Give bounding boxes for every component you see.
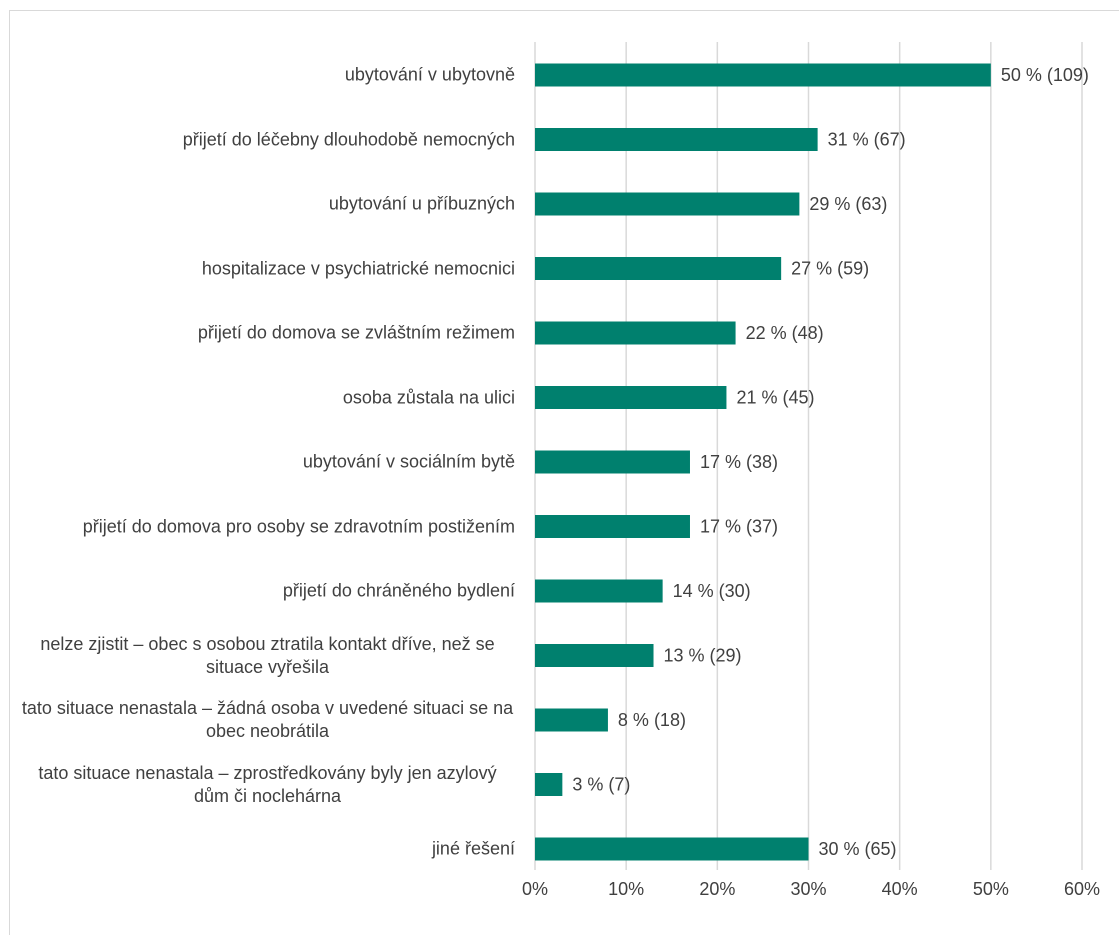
data-label: 29 % (63) (809, 194, 887, 214)
data-label: 27 % (59) (791, 258, 869, 278)
bar (535, 450, 690, 474)
data-label: 13 % (29) (664, 645, 742, 665)
category-text: přijetí do chráněného bydlení (282, 580, 515, 601)
y-tick-label: hospitalizace v psychiatrické nemocnici (20, 257, 515, 280)
bar (535, 515, 690, 538)
category-text: ubytování v ubytovně (344, 64, 515, 85)
y-tick-label: tato situace nenastala – žádná osoba v u… (20, 697, 515, 743)
data-label: 17 % (37) (700, 516, 778, 536)
bar (535, 128, 818, 151)
y-tick-label: přijetí do domova se zvláštním režimem (20, 322, 515, 345)
bar (535, 773, 563, 796)
category-text: přijetí do domova pro osoby se zdravotní… (82, 516, 515, 536)
chart-border (9, 10, 1119, 935)
y-tick-label: ubytování v sociálním bytě (20, 451, 515, 474)
x-tick-label: 0% (522, 879, 548, 899)
bar (535, 386, 727, 409)
y-tick-label: osoba zůstala na ulici (20, 386, 515, 409)
category-text: hospitalizace v psychiatrické nemocnici (201, 258, 515, 278)
data-label: 21 % (45) (736, 387, 814, 407)
category-text: tato situace nenastala – zprostředkovány… (38, 762, 497, 806)
x-tick-label: 20% (699, 879, 735, 899)
category-text: nelze zjistit – obec s osobou ztratila k… (40, 633, 495, 677)
data-label: 14 % (30) (673, 581, 751, 601)
data-label: 8 % (18) (618, 710, 686, 730)
bar (535, 257, 782, 280)
y-tick-label: přijetí do léčebny dlouhodobě nemocných (20, 128, 515, 151)
bar (535, 63, 991, 87)
y-tick-label: jiné řešení (20, 838, 515, 861)
data-label: 3 % (7) (572, 774, 630, 794)
bar (535, 321, 736, 345)
category-text: tato situace nenastala – žádná osoba v u… (21, 698, 514, 741)
bar (535, 579, 663, 603)
data-label: 30 % (65) (819, 839, 897, 859)
y-tick-label: ubytování u příbuzných (20, 193, 515, 216)
category-text: osoba zůstala na ulici (342, 387, 515, 407)
y-tick-label: přijetí do chráněného bydlení (20, 580, 515, 603)
category-text: přijetí do léčebny dlouhodobě nemocných (182, 129, 515, 149)
x-tick-label: 60% (1064, 879, 1100, 899)
x-tick-label: 40% (882, 879, 918, 899)
data-label: 22 % (48) (746, 323, 824, 343)
data-label: 50 % (109) (1001, 65, 1089, 85)
category-text: jiné řešení (431, 838, 515, 859)
bar (535, 708, 608, 732)
category-text: přijetí do domova se zvláštním režimem (197, 322, 515, 343)
bar (535, 837, 809, 861)
category-text: ubytování u příbuzných (328, 193, 515, 214)
x-tick-label: 10% (608, 879, 644, 899)
x-tick-label: 30% (790, 879, 826, 899)
bar (535, 644, 654, 667)
y-tick-label: přijetí do domova pro osoby se zdravotní… (20, 515, 515, 538)
data-label: 31 % (67) (828, 129, 906, 149)
y-tick-label: ubytování v ubytovně (20, 64, 515, 87)
data-label: 17 % (38) (700, 452, 778, 472)
y-tick-label: tato situace nenastala – zprostředkovány… (20, 762, 515, 808)
category-text: ubytování v sociálním bytě (302, 451, 515, 472)
bar (535, 192, 800, 216)
x-tick-label: 50% (973, 879, 1009, 899)
y-tick-label: nelze zjistit – obec s osobou ztratila k… (20, 633, 515, 679)
